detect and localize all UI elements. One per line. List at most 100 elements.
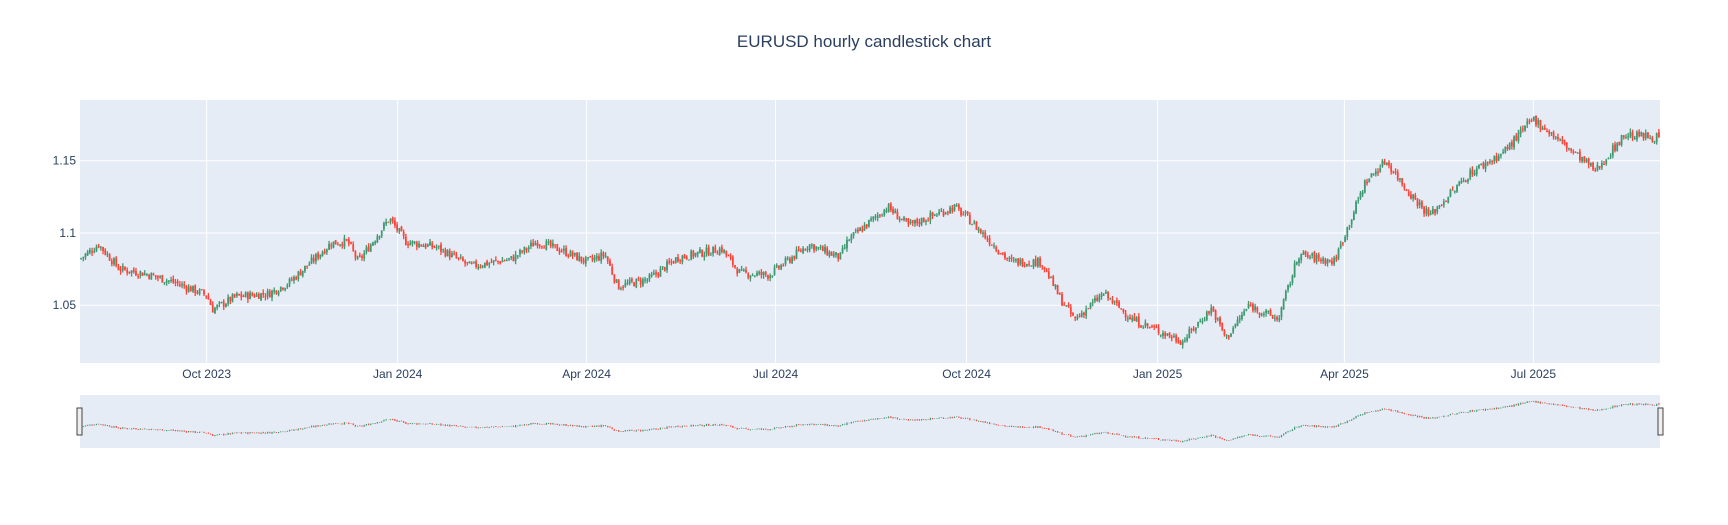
candle-body: [1589, 163, 1592, 166]
candle-body: [677, 257, 679, 262]
candle-body: [990, 244, 993, 246]
candle-body: [290, 279, 293, 281]
candle-body: [712, 246, 714, 254]
candle-body: [716, 253, 719, 255]
candle-body: [389, 218, 392, 222]
candle-body: [538, 244, 541, 246]
candle-body: [1508, 143, 1511, 150]
candle-body: [938, 211, 941, 215]
candle-body: [1311, 253, 1314, 256]
candle-body: [1486, 162, 1489, 164]
candle-body: [953, 204, 956, 211]
candle-body: [1471, 169, 1474, 175]
candle-body: [793, 255, 796, 259]
candle-body: [161, 275, 164, 283]
candle-body: [137, 276, 140, 278]
x-tick-label: Jul 2024: [753, 367, 799, 381]
candle-body: [1166, 333, 1169, 336]
candle-body: [306, 265, 309, 267]
candle-body: [896, 211, 899, 220]
candle-body: [545, 241, 548, 250]
candle-body: [264, 296, 267, 298]
candle-body: [1526, 121, 1529, 125]
candle-body: [1179, 341, 1182, 345]
rangeslider-right-handle[interactable]: [1657, 407, 1664, 436]
candle-body: [982, 232, 984, 234]
candle-body: [1480, 164, 1483, 166]
candle-body: [304, 265, 306, 272]
candle-body: [1267, 310, 1270, 312]
candle-body: [374, 241, 377, 244]
rangeslider-background[interactable]: [80, 395, 1660, 448]
candle-body: [569, 250, 572, 257]
candle-body: [633, 282, 635, 287]
candle-body: [1394, 171, 1397, 173]
candle-body: [363, 253, 366, 259]
candle-body: [350, 242, 352, 244]
candle-body: [297, 271, 300, 279]
candle-body: [1561, 139, 1564, 141]
candle-body: [907, 219, 910, 225]
candle-body: [240, 294, 243, 298]
candle-body: [646, 279, 649, 281]
candle-body: [650, 274, 653, 277]
candle-body: [1192, 328, 1195, 331]
candle-body: [918, 222, 921, 225]
candle-body: [1083, 312, 1085, 315]
candle-body: [490, 261, 493, 263]
candle-body: [920, 217, 923, 225]
candle-body: [688, 259, 690, 261]
candle-body: [1605, 159, 1608, 165]
candle-body: [1458, 182, 1461, 186]
candle-body: [503, 260, 506, 262]
candle-body: [88, 249, 91, 253]
candle-body: [319, 254, 322, 258]
candle-body: [1289, 283, 1292, 286]
chart-title: EURUSD hourly candlestick chart: [736, 32, 992, 51]
candle-body: [218, 302, 221, 304]
candle-body: [1028, 264, 1030, 266]
candle-body: [227, 297, 230, 304]
candle-body: [751, 274, 754, 276]
candle-body: [1115, 300, 1118, 303]
candle-body: [1216, 318, 1219, 320]
candle-body: [595, 255, 598, 259]
candle-body: [810, 245, 813, 247]
candle-body: [394, 220, 396, 226]
candle-body: [1197, 322, 1199, 327]
candle-body: [661, 266, 664, 268]
candle-body: [598, 256, 600, 261]
candle-body: [881, 215, 883, 217]
candle-body: [562, 248, 565, 251]
candle-body: [964, 212, 967, 214]
candle-body: [1001, 252, 1004, 255]
candle-body: [1263, 313, 1265, 315]
candle-body: [198, 289, 201, 295]
candle-body: [1344, 236, 1346, 243]
candle-body: [181, 284, 183, 286]
candle-body: [1076, 316, 1079, 320]
candle-body: [1085, 309, 1088, 316]
candle-body: [558, 250, 561, 253]
candle-body: [1363, 180, 1366, 193]
rangeslider-left-handle[interactable]: [76, 407, 83, 436]
candle-body: [968, 215, 971, 225]
candle-body: [383, 223, 385, 230]
candle-body: [282, 287, 284, 290]
candle-body: [1497, 155, 1500, 161]
y-tick-label: 1.1: [59, 226, 76, 240]
candle-body: [740, 269, 743, 271]
candle-body: [488, 263, 491, 265]
candles-main[interactable]: [80, 115, 1660, 349]
candle-body: [1050, 276, 1052, 278]
candle-body: [1554, 137, 1557, 139]
candle-body: [308, 264, 311, 266]
candle-body: [1113, 300, 1116, 302]
candle-body: [455, 254, 458, 258]
candle-body: [1199, 320, 1202, 323]
candle-body: [1539, 120, 1542, 129]
candle-body: [1335, 257, 1338, 260]
candle-body: [593, 257, 596, 261]
candle-body: [339, 244, 341, 246]
candle-body: [1548, 131, 1551, 134]
